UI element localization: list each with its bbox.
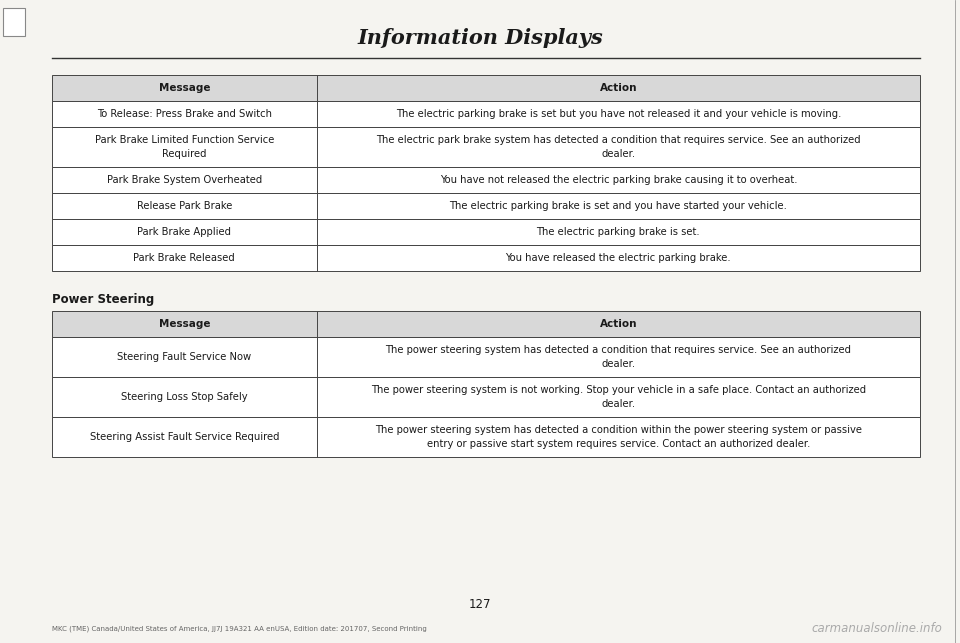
Bar (52, 417, 920, 457)
Text: To Release: Press Brake and Switch: To Release: Press Brake and Switch (97, 109, 272, 119)
Text: 127: 127 (468, 599, 492, 611)
Text: Park Brake Applied: Park Brake Applied (137, 227, 231, 237)
Bar (52, 167, 920, 193)
Bar (52, 101, 920, 127)
Bar (52, 193, 920, 219)
Bar (3, 8, 25, 36)
Bar (52, 245, 920, 271)
Text: You have released the electric parking brake.: You have released the electric parking b… (506, 253, 732, 263)
Text: The electric parking brake is set and you have started your vehicle.: The electric parking brake is set and yo… (449, 201, 787, 211)
Text: Steering Fault Service Now: Steering Fault Service Now (117, 352, 252, 362)
Text: carmanualsonline.info: carmanualsonline.info (811, 622, 942, 635)
Bar (52, 127, 920, 167)
Bar (52, 75, 920, 101)
Text: Power Steering: Power Steering (52, 293, 155, 306)
Bar (52, 219, 920, 245)
Text: MKC (TME) Canada/United States of America, JJ7J 19A321 AA enUSA, Edition date: 2: MKC (TME) Canada/United States of Americ… (52, 626, 427, 632)
Bar (52, 311, 920, 337)
Text: Information Displays: Information Displays (357, 28, 603, 48)
Text: Park Brake Released: Park Brake Released (133, 253, 235, 263)
Text: The power steering system has detected a condition that requires service. See an: The power steering system has detected a… (385, 345, 852, 368)
Text: Park Brake Limited Function Service
Required: Park Brake Limited Function Service Requ… (95, 136, 274, 159)
Text: Steering Assist Fault Service Required: Steering Assist Fault Service Required (89, 432, 279, 442)
Text: The electric park brake system has detected a condition that requires service. S: The electric park brake system has detec… (376, 136, 861, 159)
Text: Message: Message (158, 83, 210, 93)
Text: The electric parking brake is set.: The electric parking brake is set. (537, 227, 700, 237)
Text: Action: Action (600, 319, 637, 329)
Text: The power steering system has detected a condition within the power steering sys: The power steering system has detected a… (374, 426, 862, 449)
Text: Release Park Brake: Release Park Brake (136, 201, 232, 211)
Bar (52, 377, 920, 417)
Text: Message: Message (158, 319, 210, 329)
Bar (52, 337, 920, 377)
Text: Park Brake System Overheated: Park Brake System Overheated (107, 175, 262, 185)
Text: Action: Action (600, 83, 637, 93)
Text: Steering Loss Stop Safely: Steering Loss Stop Safely (121, 392, 248, 402)
Text: You have not released the electric parking brake causing it to overheat.: You have not released the electric parki… (440, 175, 797, 185)
Text: The power steering system is not working. Stop your vehicle in a safe place. Con: The power steering system is not working… (371, 385, 866, 408)
Text: The electric parking brake is set but you have not released it and your vehicle : The electric parking brake is set but yo… (396, 109, 841, 119)
